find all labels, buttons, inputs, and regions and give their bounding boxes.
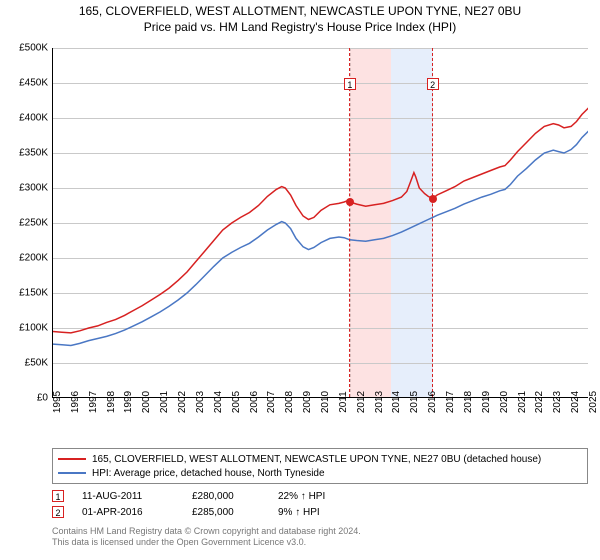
xtick-label: 1995 xyxy=(52,391,63,413)
xtick-label: 2014 xyxy=(391,391,402,413)
sale-marker-box: 2 xyxy=(427,78,439,90)
sale-marker-dot xyxy=(429,195,437,203)
sales-row: 2 01-APR-2016£285,0009% ↑ HPI xyxy=(52,504,358,520)
plot-region: 12 xyxy=(52,48,588,398)
legend-swatch xyxy=(58,472,86,474)
xtick-label: 2000 xyxy=(141,391,152,413)
xtick-label: 2024 xyxy=(570,391,581,413)
xtick-label: 2025 xyxy=(588,391,599,413)
xtick-label: 2013 xyxy=(374,391,385,413)
xtick-label: 2016 xyxy=(427,391,438,413)
legend-row: 165, CLOVERFIELD, WEST ALLOTMENT, NEWCAS… xyxy=(58,452,582,466)
sale-marker-box: 1 xyxy=(344,78,356,90)
title-address: 165, CLOVERFIELD, WEST ALLOTMENT, NEWCAS… xyxy=(0,4,600,20)
chart-area: 12 £0£50K£100K£150K£200K£250K£300K£350K£… xyxy=(52,48,588,418)
ytick-label: £200K xyxy=(2,253,48,264)
title-subtitle: Price paid vs. HM Land Registry's House … xyxy=(0,20,600,36)
title-block: 165, CLOVERFIELD, WEST ALLOTMENT, NEWCAS… xyxy=(0,0,600,35)
legend-row: HPI: Average price, detached house, Nort… xyxy=(58,466,582,480)
ytick-label: £300K xyxy=(2,183,48,194)
series-svg xyxy=(53,48,588,398)
xtick-label: 1996 xyxy=(70,391,81,413)
series-line-price_paid xyxy=(53,108,588,333)
sales-row-price: £280,000 xyxy=(192,491,278,502)
sales-table: 1 11-AUG-2011£280,00022% ↑ HPI 2 01-APR-201… xyxy=(52,488,358,520)
sales-row-marker: 2 xyxy=(52,506,64,518)
legend-label: HPI: Average price, detached house, Nort… xyxy=(92,468,325,479)
legend-swatch xyxy=(58,458,86,460)
xtick-label: 2022 xyxy=(534,391,545,413)
xtick-label: 2002 xyxy=(177,391,188,413)
sales-row-date: 11-AUG-2011 xyxy=(82,491,192,502)
ytick-label: £250K xyxy=(2,218,48,229)
xtick-label: 2018 xyxy=(463,391,474,413)
footnote: Contains HM Land Registry data © Crown c… xyxy=(52,526,361,549)
xtick-label: 2019 xyxy=(481,391,492,413)
xtick-label: 2023 xyxy=(552,391,563,413)
xtick-label: 2020 xyxy=(499,391,510,413)
sales-row-marker: 1 xyxy=(52,490,64,502)
ytick-label: £100K xyxy=(2,323,48,334)
xtick-label: 1998 xyxy=(106,391,117,413)
ytick-label: £150K xyxy=(2,288,48,299)
ytick-label: £350K xyxy=(2,148,48,159)
sale-marker-line xyxy=(349,48,350,397)
legend: 165, CLOVERFIELD, WEST ALLOTMENT, NEWCAS… xyxy=(52,448,588,484)
ytick-label: £500K xyxy=(2,43,48,54)
xtick-label: 2015 xyxy=(409,391,420,413)
xtick-label: 2008 xyxy=(284,391,295,413)
sale-marker-line xyxy=(432,48,433,397)
sales-row-price: £285,000 xyxy=(192,507,278,518)
xtick-label: 2012 xyxy=(356,391,367,413)
footnote-line2: This data is licensed under the Open Gov… xyxy=(52,537,361,548)
xtick-label: 2004 xyxy=(213,391,224,413)
ytick-label: £400K xyxy=(2,113,48,124)
xtick-label: 2007 xyxy=(266,391,277,413)
xtick-label: 2011 xyxy=(338,391,349,413)
ytick-label: £0 xyxy=(2,393,48,404)
xtick-label: 2005 xyxy=(231,391,242,413)
xtick-label: 2006 xyxy=(249,391,260,413)
xtick-label: 2009 xyxy=(302,391,313,413)
xtick-label: 2003 xyxy=(195,391,206,413)
ytick-label: £50K xyxy=(2,358,48,369)
sale-marker-dot xyxy=(346,198,354,206)
xtick-label: 2017 xyxy=(445,391,456,413)
xtick-label: 1997 xyxy=(88,391,99,413)
xtick-label: 2021 xyxy=(517,391,528,413)
xtick-label: 2001 xyxy=(159,391,170,413)
sales-row-pct: 22% ↑ HPI xyxy=(278,491,358,502)
sales-row: 1 11-AUG-2011£280,00022% ↑ HPI xyxy=(52,488,358,504)
sales-row-pct: 9% ↑ HPI xyxy=(278,507,358,518)
xtick-label: 2010 xyxy=(320,391,331,413)
xtick-label: 1999 xyxy=(123,391,134,413)
legend-label: 165, CLOVERFIELD, WEST ALLOTMENT, NEWCAS… xyxy=(92,454,541,465)
footnote-line1: Contains HM Land Registry data © Crown c… xyxy=(52,526,361,537)
ytick-label: £450K xyxy=(2,78,48,89)
chart-container: 165, CLOVERFIELD, WEST ALLOTMENT, NEWCAS… xyxy=(0,0,600,560)
sales-row-date: 01-APR-2016 xyxy=(82,507,192,518)
